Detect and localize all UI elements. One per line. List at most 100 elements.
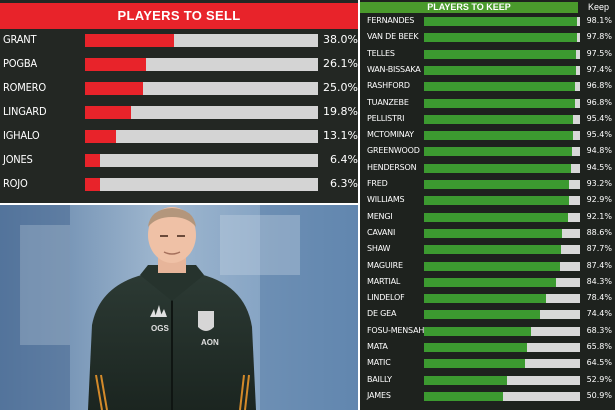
keep-percent-label: 78.4% [586, 293, 612, 303]
keep-percent-label: 50.9% [586, 390, 612, 400]
keep-player-name: TELLES [367, 48, 395, 58]
keep-percent-label: 65.8% [586, 342, 612, 351]
keep-player-name: MCTOMINAY [367, 130, 414, 140]
sell-percent-label: 26.1% [323, 57, 358, 70]
keep-player-name: DE GEA [367, 309, 397, 319]
keep-bar [424, 245, 561, 255]
keep-bar-track [424, 212, 580, 222]
sell-row: ROJO 6.3% [0, 173, 358, 197]
keep-bar-track [424, 163, 580, 173]
keep-bar-track [424, 114, 580, 124]
keep-player-name: MATA [367, 342, 388, 351]
sell-row: POGBA 26.1% [0, 53, 358, 77]
sell-row: IGHALO 13.1% [0, 125, 358, 149]
keep-bar-track [424, 228, 580, 238]
keep-player-name: VAN DE BEEK [367, 32, 419, 42]
keep-row: TELLES 97.5% [360, 47, 615, 63]
sell-bar-track [85, 130, 318, 143]
keep-player-name: TUANZEBE [367, 97, 409, 107]
keep-bar-track [424, 359, 580, 369]
keep-percent-label: 94.8% [586, 146, 612, 156]
sell-bar-track [85, 58, 318, 71]
sell-bar-track [85, 34, 318, 47]
keep-bar-track [424, 391, 580, 401]
keep-bar [424, 65, 576, 75]
sell-percent-label: 19.8% [323, 105, 358, 118]
keep-row: GREENWOOD 94.8% [360, 144, 615, 160]
keep-bar [424, 82, 575, 92]
keep-row: CAVANI 88.6% [360, 226, 615, 242]
keep-bar-track [424, 343, 580, 352]
keep-percent-label: 94.5% [586, 162, 612, 172]
keep-bar [424, 131, 573, 141]
sell-bar [85, 154, 100, 167]
keep-player-name: FRED [367, 179, 388, 188]
manager-photo-illustration: OGS AON [0, 205, 358, 410]
keep-player-name: JAMES [367, 390, 391, 400]
keep-percent-label: 98.1% [586, 16, 612, 25]
sell-bar [85, 34, 174, 47]
keep-player-name: MARTIAL [367, 276, 401, 286]
sell-row: JONES 6.4% [0, 149, 358, 173]
keep-row: VAN DE BEEK 97.8% [360, 30, 615, 46]
keep-player-name: FOSU-MENSAH [367, 325, 425, 335]
keep-chart-panel: PLAYERS TO KEEP Keep FERNANDES 98.1% VAN D… [360, 0, 615, 410]
sell-chart-panel: PLAYERS TO SELL GRANT 38.0% POGBA 26.1% ROME… [0, 0, 358, 203]
keep-percent-label: 95.4% [586, 130, 612, 140]
keep-bar [424, 17, 578, 26]
keep-bar-track [424, 245, 580, 255]
sell-bar-track [85, 106, 318, 119]
keep-bar-track [424, 310, 580, 320]
keep-row: MATA 65.8% [360, 340, 615, 356]
keep-bar-track [424, 294, 580, 304]
keep-percent-label: 87.7% [586, 244, 612, 254]
keep-row: LINDELOF 78.4% [360, 291, 615, 307]
keep-row: WAN-BISSAKA 97.4% [360, 63, 615, 79]
sell-percent-label: 13.1% [323, 129, 358, 142]
sell-bar-track [85, 178, 318, 191]
keep-player-name: PELLISTRI [367, 113, 405, 123]
keep-percent-label: 97.4% [586, 64, 612, 74]
keep-bar [424, 49, 577, 59]
sell-player-name: POGBA [3, 57, 37, 70]
keep-bar [424, 163, 572, 173]
keep-player-name: MENGI [367, 211, 393, 221]
keep-player-name: CAVANI [367, 227, 396, 237]
keep-bar-track [424, 261, 580, 271]
keep-bar-track [424, 82, 580, 92]
keep-percent-label: 52.9% [586, 374, 612, 384]
sell-percent-label: 38.0% [323, 33, 358, 46]
keep-bar-track [424, 33, 580, 43]
manager-photo: OGS AON [0, 205, 358, 410]
keep-player-name: BAILLY [367, 374, 392, 384]
keep-player-name: FERNANDES [367, 16, 415, 25]
keep-bar-track [424, 131, 580, 141]
keep-percent-label: 92.9% [586, 195, 612, 205]
keep-bar [424, 310, 541, 320]
keep-player-name: SHAW [367, 244, 391, 254]
keep-row: SHAW 87.7% [360, 242, 615, 258]
sell-bar-track [85, 154, 318, 167]
keep-bar [424, 261, 561, 271]
keep-row: JAMES 50.9% [360, 389, 615, 405]
keep-bar-track [424, 375, 580, 385]
sell-bar [85, 82, 144, 95]
keep-bar-track [424, 326, 580, 336]
keep-bar [424, 228, 563, 238]
sell-percent-label: 6.4% [330, 153, 358, 166]
keep-row: MARTIAL 84.3% [360, 275, 615, 291]
keep-bar-track [424, 65, 580, 75]
keep-bar-track [424, 277, 580, 287]
keep-bar [424, 326, 531, 336]
sell-player-name: JONES [3, 153, 33, 166]
keep-row: MCTOMINAY 95.4% [360, 128, 615, 144]
sell-player-name: ROJO [3, 177, 28, 190]
brand-logo-icon [150, 305, 167, 317]
keep-player-name: GREENWOOD [367, 146, 420, 156]
keep-row: DE GEA 74.4% [360, 307, 615, 323]
sell-row: ROMERO 25.0% [0, 77, 358, 101]
keep-player-name: HENDERSON [367, 162, 417, 172]
sell-percent-label: 6.3% [330, 177, 358, 190]
keep-percent-label: 74.4% [586, 309, 612, 319]
keep-row: BAILLY 52.9% [360, 373, 615, 389]
